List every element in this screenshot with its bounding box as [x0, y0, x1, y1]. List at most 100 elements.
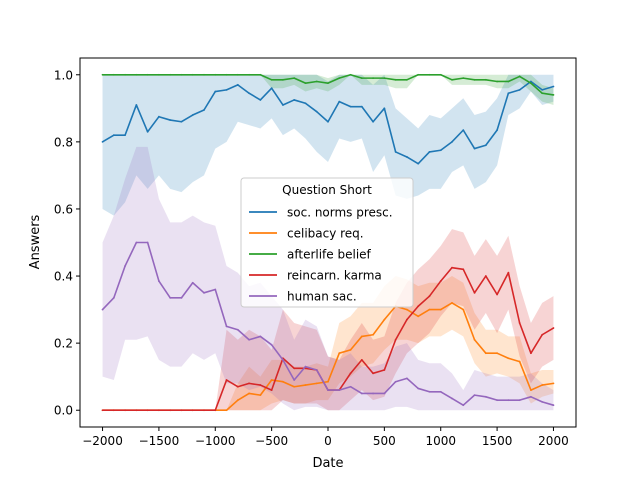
- point-soc-norms-presc-16: [282, 104, 284, 106]
- point-afterlife-belief-16: [282, 78, 284, 81]
- point-soc-norms-presc-8: [191, 114, 194, 116]
- point-reincarn-karma-5: [158, 409, 160, 412]
- point-reincarn-karma-32: [462, 268, 465, 271]
- point-afterlife-belief-35: [496, 80, 498, 83]
- point-afterlife-belief-28: [417, 73, 420, 76]
- point-human-sac-28: [417, 387, 420, 390]
- point-soc-norms-presc-35: [496, 129, 498, 132]
- point-celibacy-req-30: [439, 308, 442, 311]
- point-soc-norms-presc-33: [473, 147, 476, 150]
- point-soc-norms-presc-6: [169, 119, 172, 121]
- point-human-sac-39: [541, 400, 544, 403]
- point-reincarn-karma-24: [372, 372, 374, 375]
- point-celibacy-req-28: [417, 315, 420, 318]
- point-afterlife-belief-24: [372, 77, 374, 80]
- point-soc-norms-presc-10: [214, 90, 217, 93]
- point-reincarn-karma-34: [484, 275, 487, 277]
- point-reincarn-karma-33: [473, 291, 476, 294]
- x-tick-label: −500: [255, 434, 288, 448]
- x-tick-label: 1500: [482, 434, 513, 448]
- point-reincarn-karma-37: [518, 322, 521, 324]
- point-afterlife-belief-11: [225, 73, 228, 76]
- point-soc-norms-presc-26: [394, 151, 397, 153]
- point-celibacy-req-32: [462, 308, 465, 311]
- point-soc-norms-presc-37: [518, 88, 521, 91]
- point-soc-norms-presc-38: [530, 80, 532, 83]
- point-reincarn-karma-30: [439, 280, 442, 282]
- point-reincarn-karma-1: [112, 409, 115, 412]
- point-afterlife-belief-12: [236, 73, 239, 76]
- point-human-sac-11: [225, 325, 228, 328]
- point-reincarn-karma-3: [135, 409, 138, 412]
- legend-label-soc-norms-presc: soc. norms presc.: [287, 206, 393, 220]
- point-celibacy-req-19: [315, 382, 318, 385]
- point-soc-norms-presc-19: [315, 110, 318, 113]
- point-human-sac-15: [270, 343, 273, 346]
- point-afterlife-belief-23: [360, 77, 363, 80]
- point-reincarn-karma-11: [225, 379, 228, 381]
- point-human-sac-22: [349, 385, 352, 388]
- point-afterlife-belief-20: [327, 82, 329, 85]
- point-reincarn-karma-38: [530, 352, 532, 355]
- point-human-sac-40: [552, 404, 555, 407]
- point-reincarn-karma-6: [169, 409, 172, 412]
- point-soc-norms-presc-39: [541, 88, 544, 91]
- x-tick-label: −2000: [82, 434, 123, 448]
- point-afterlife-belief-25: [383, 77, 386, 80]
- x-axis-label: Date: [312, 456, 343, 471]
- point-human-sac-25: [383, 392, 386, 395]
- point-reincarn-karma-25: [383, 369, 386, 371]
- point-soc-norms-presc-20: [327, 120, 329, 123]
- point-reincarn-karma-7: [180, 409, 183, 412]
- point-celibacy-req-21: [338, 352, 341, 355]
- point-human-sac-33: [473, 394, 476, 397]
- point-afterlife-belief-5: [158, 73, 160, 76]
- point-soc-norms-presc-7: [180, 120, 183, 123]
- band-celibacy-req: [215, 276, 554, 411]
- point-human-sac-10: [214, 288, 217, 291]
- point-human-sac-31: [451, 397, 453, 400]
- point-human-sac-20: [327, 389, 329, 391]
- y-tick-label: 1.0: [54, 68, 73, 82]
- point-celibacy-req-14: [259, 394, 262, 397]
- point-soc-norms-presc-9: [203, 109, 205, 111]
- point-human-sac-0: [101, 308, 104, 311]
- point-celibacy-req-27: [406, 308, 408, 311]
- point-human-sac-30: [439, 390, 442, 393]
- x-tick-label: 0: [324, 434, 332, 448]
- point-reincarn-karma-15: [270, 389, 273, 391]
- point-human-sac-24: [372, 392, 374, 395]
- point-reincarn-karma-23: [360, 359, 363, 361]
- point-afterlife-belief-0: [101, 73, 104, 76]
- point-celibacy-req-16: [282, 380, 284, 383]
- point-celibacy-req-15: [270, 379, 273, 381]
- point-human-sac-9: [203, 291, 205, 294]
- x-axis-ticks: −2000 −1500 −1000 −500 0 500 1000 1500 2000: [82, 427, 569, 448]
- band-reincarn-karma: [215, 229, 554, 411]
- legend: Question Short soc. norms presc. celibacy …: [240, 177, 414, 308]
- x-tick-label: −1500: [139, 434, 180, 448]
- point-reincarn-karma-14: [259, 384, 262, 386]
- point-soc-norms-presc-23: [360, 105, 363, 108]
- point-reincarn-karma-12: [236, 385, 239, 388]
- point-celibacy-req-12: [236, 399, 239, 402]
- point-soc-norms-presc-36: [507, 92, 510, 95]
- point-human-sac-14: [259, 335, 262, 338]
- point-soc-norms-presc-30: [439, 149, 442, 152]
- point-celibacy-req-25: [383, 318, 386, 321]
- point-afterlife-belief-34: [484, 78, 487, 81]
- point-afterlife-belief-17: [293, 77, 296, 80]
- x-tick-label: 2000: [538, 434, 569, 448]
- point-soc-norms-presc-28: [417, 162, 420, 165]
- point-celibacy-req-17: [293, 385, 296, 388]
- point-soc-norms-presc-17: [293, 99, 296, 101]
- point-reincarn-karma-40: [552, 327, 555, 329]
- point-reincarn-karma-2: [124, 409, 126, 412]
- point-afterlife-belief-22: [349, 73, 352, 76]
- point-afterlife-belief-1: [112, 73, 115, 76]
- point-human-sac-19: [315, 369, 318, 371]
- point-reincarn-karma-39: [541, 333, 544, 336]
- point-soc-norms-presc-32: [462, 129, 465, 132]
- point-soc-norms-presc-0: [101, 140, 104, 143]
- point-afterlife-belief-30: [439, 73, 442, 76]
